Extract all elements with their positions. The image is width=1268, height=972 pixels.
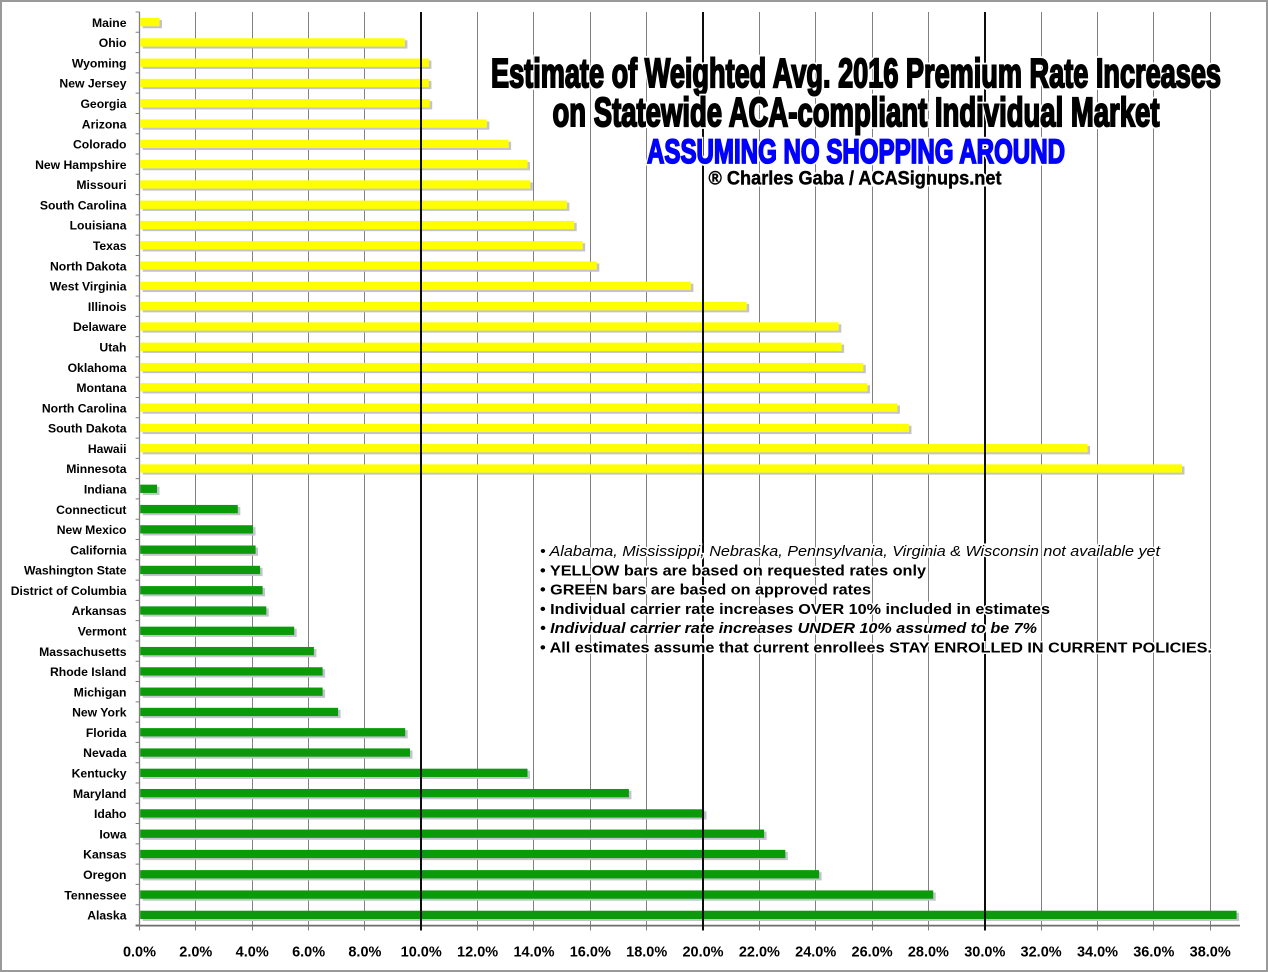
- svg-text:Wyoming: Wyoming: [72, 56, 127, 70]
- svg-text:Maine: Maine: [92, 16, 127, 30]
- svg-text:Tennessee: Tennessee: [64, 888, 126, 902]
- svg-text:® Charles Gaba / ACASignups.ne: ® Charles Gaba / ACASignups.net: [709, 169, 1003, 190]
- svg-text:California: California: [70, 543, 126, 557]
- svg-text:4.0%: 4.0%: [236, 945, 269, 961]
- svg-text:36.0%: 36.0%: [1133, 945, 1174, 961]
- svg-text:on Statewide ACA-compliant Ind: on Statewide ACA-compliant Individual Ma…: [553, 89, 1160, 135]
- svg-text:Massachusetts: Massachusetts: [39, 645, 127, 659]
- svg-text:26.0%: 26.0%: [852, 945, 893, 961]
- svg-text:Colorado: Colorado: [73, 138, 127, 152]
- svg-text:Maryland: Maryland: [73, 787, 127, 801]
- svg-text:Florida: Florida: [86, 726, 127, 740]
- svg-text:Kentucky: Kentucky: [72, 767, 127, 781]
- svg-text:Connecticut: Connecticut: [56, 503, 126, 517]
- svg-text:• Individual carrier rate incr: • Individual carrier rate increases OVER…: [540, 601, 1050, 618]
- svg-text:Estimate of Weighted Avg. 2016: Estimate of Weighted Avg. 2016 Premium R…: [491, 50, 1221, 96]
- svg-text:South Dakota: South Dakota: [48, 422, 127, 436]
- svg-text:District of Columbia: District of Columbia: [11, 584, 127, 598]
- svg-text:• All estimates assume that cu: • All estimates assume that current enro…: [540, 640, 1212, 657]
- svg-text:38.0%: 38.0%: [1190, 945, 1231, 961]
- svg-text:Georgia: Georgia: [80, 97, 126, 111]
- svg-text:34.0%: 34.0%: [1077, 945, 1118, 961]
- svg-text:24.0%: 24.0%: [795, 945, 836, 961]
- svg-text:Ohio: Ohio: [99, 36, 127, 50]
- svg-text:32.0%: 32.0%: [1021, 945, 1062, 961]
- svg-text:Minnesota: Minnesota: [66, 462, 126, 476]
- svg-text:12.0%: 12.0%: [457, 945, 498, 961]
- svg-text:Kansas: Kansas: [83, 848, 127, 862]
- svg-text:Illinois: Illinois: [88, 300, 127, 314]
- svg-text:2.0%: 2.0%: [179, 945, 212, 961]
- svg-text:• YELLOW bars are based on req: • YELLOW bars are based on requested rat…: [540, 562, 927, 579]
- svg-text:8.0%: 8.0%: [348, 945, 381, 961]
- svg-text:28.0%: 28.0%: [908, 945, 949, 961]
- svg-text:New Mexico: New Mexico: [57, 523, 127, 537]
- svg-text:Texas: Texas: [93, 239, 127, 253]
- svg-text:• Alabama, Mississippi, Nebras: • Alabama, Mississippi, Nebraska, Pennsy…: [540, 543, 1161, 560]
- svg-text:• Individual carrier rate incr: • Individual carrier rate increases OVER…: [540, 601, 1050, 618]
- svg-text:Rhode Island: Rhode Island: [50, 665, 127, 679]
- svg-text:Arkansas: Arkansas: [72, 604, 127, 618]
- svg-text:ASSUMING NO SHOPPING AROUND: ASSUMING NO SHOPPING AROUND: [647, 133, 1065, 171]
- svg-text:Vermont: Vermont: [78, 625, 127, 639]
- svg-text:® Charles Gaba / ACASignups.ne: ® Charles Gaba / ACASignups.net: [709, 169, 1003, 190]
- svg-text:16.0%: 16.0%: [570, 945, 611, 961]
- svg-text:West Virginia: West Virginia: [50, 280, 127, 294]
- svg-text:North Carolina: North Carolina: [42, 401, 127, 415]
- svg-text:Oklahoma: Oklahoma: [68, 361, 127, 375]
- svg-text:Oregon: Oregon: [83, 868, 126, 882]
- svg-text:6.0%: 6.0%: [292, 945, 325, 961]
- svg-text:Utah: Utah: [99, 340, 126, 354]
- svg-text:North Dakota: North Dakota: [50, 259, 127, 273]
- svg-text:New Hampshire: New Hampshire: [35, 158, 127, 172]
- svg-text:ASSUMING NO SHOPPING AROUND: ASSUMING NO SHOPPING AROUND: [647, 133, 1065, 171]
- svg-text:20.0%: 20.0%: [682, 945, 723, 961]
- svg-text:New Jersey: New Jersey: [59, 77, 126, 91]
- svg-text:Michigan: Michigan: [74, 685, 127, 699]
- svg-text:• GREEN bars are based on appr: • GREEN bars are based on approved rates: [540, 582, 871, 599]
- svg-text:• GREEN bars are based on appr: • GREEN bars are based on approved rates: [540, 582, 871, 599]
- svg-text:• YELLOW bars are based on req: • YELLOW bars are based on requested rat…: [540, 562, 927, 579]
- svg-text:Nevada: Nevada: [83, 746, 127, 760]
- svg-text:Iowa: Iowa: [99, 827, 126, 841]
- svg-text:• All estimates assume that cu: • All estimates assume that current enro…: [540, 640, 1212, 657]
- svg-text:Louisiana: Louisiana: [70, 219, 127, 233]
- svg-text:Missouri: Missouri: [76, 178, 126, 192]
- svg-text:Alaska: Alaska: [87, 909, 127, 923]
- svg-text:Hawaii: Hawaii: [88, 442, 127, 456]
- svg-text:• Individual carrier rate incr: • Individual carrier rate increases UNDE…: [540, 620, 1038, 637]
- svg-text:Idaho: Idaho: [94, 807, 127, 821]
- svg-text:14.0%: 14.0%: [513, 945, 554, 961]
- svg-text:• Alabama, Mississippi, Nebras: • Alabama, Mississippi, Nebraska, Pennsy…: [540, 543, 1161, 560]
- svg-text:Indiana: Indiana: [84, 482, 127, 496]
- svg-text:18.0%: 18.0%: [626, 945, 667, 961]
- svg-text:on Statewide ACA-compliant Ind: on Statewide ACA-compliant Individual Ma…: [553, 89, 1160, 135]
- svg-text:• Individual carrier rate incr: • Individual carrier rate increases UNDE…: [540, 620, 1038, 637]
- svg-text:Estimate of Weighted Avg. 2016: Estimate of Weighted Avg. 2016 Premium R…: [491, 50, 1221, 96]
- svg-text:Arizona: Arizona: [82, 117, 127, 131]
- svg-text:Washington State: Washington State: [24, 564, 127, 578]
- svg-text:Delaware: Delaware: [73, 320, 127, 334]
- svg-text:0.0%: 0.0%: [123, 945, 156, 961]
- svg-text:30.0%: 30.0%: [964, 945, 1005, 961]
- svg-text:22.0%: 22.0%: [739, 945, 780, 961]
- svg-text:New York: New York: [72, 706, 127, 720]
- svg-text:10.0%: 10.0%: [401, 945, 442, 961]
- svg-text:South Carolina: South Carolina: [40, 198, 127, 212]
- svg-text:Montana: Montana: [76, 381, 126, 395]
